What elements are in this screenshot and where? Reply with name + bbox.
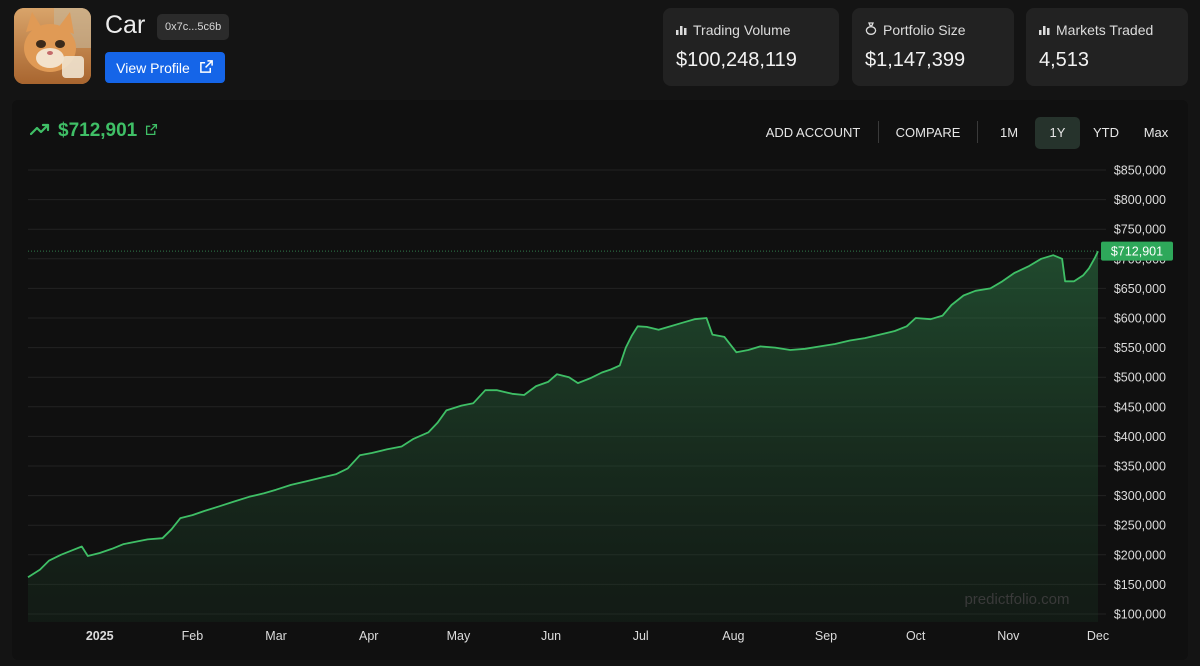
stat-card-portfolio-size: Portfolio Size $1,147,399	[852, 8, 1014, 86]
stat-value: $1,147,399	[865, 49, 966, 71]
x-tick-label: Jul	[633, 629, 649, 643]
x-tick-label: Nov	[997, 629, 1020, 643]
stat-value: $100,248,119	[676, 49, 797, 71]
portfolio-value: $712,901	[29, 120, 158, 142]
y-tick-label: $250,000	[1114, 519, 1166, 533]
y-tick-label: $750,000	[1114, 223, 1166, 237]
range-1m-button[interactable]: 1M	[999, 125, 1019, 140]
stat-value: 4,513	[1039, 49, 1090, 71]
external-link-icon	[199, 59, 214, 77]
x-tick-label: Oct	[906, 629, 926, 643]
x-tick-label: Sep	[815, 629, 837, 643]
y-tick-label: $600,000	[1114, 312, 1166, 326]
y-tick-label: $200,000	[1114, 548, 1166, 562]
stat-card-trading-volume: Trading Volume $100,248,119	[663, 8, 839, 86]
portfolio-value-text: $712,901	[58, 120, 138, 141]
view-profile-button[interactable]: View Profile	[105, 52, 225, 83]
y-tick-label: $450,000	[1114, 400, 1166, 414]
range-1y-button[interactable]: 1Y	[1035, 117, 1080, 149]
y-tick-label: $100,000	[1114, 608, 1166, 622]
y-tick-label: $800,000	[1114, 193, 1166, 207]
y-tick-label: $350,000	[1114, 460, 1166, 474]
stat-label: Trading Volume	[693, 22, 791, 38]
money-bag-icon	[865, 22, 877, 38]
portfolio-area-fill	[28, 251, 1098, 622]
y-tick-label: $550,000	[1114, 341, 1166, 355]
bar-chart-icon	[676, 22, 687, 38]
watermark: predictfolio.com	[964, 591, 1069, 608]
y-tick-label: $650,000	[1114, 282, 1166, 296]
last-value-badge	[1101, 241, 1173, 261]
x-tick-label: Feb	[182, 629, 204, 643]
last-value-badge-label: $712,901	[1111, 245, 1163, 259]
profile-name: Car	[105, 11, 146, 39]
x-tick-label: Apr	[359, 629, 378, 643]
x-tick-label: May	[447, 629, 471, 643]
stat-label: Portfolio Size	[883, 22, 966, 38]
x-tick-label: Dec	[1087, 629, 1109, 643]
bar-chart-icon	[1039, 22, 1050, 38]
range-ytd-button[interactable]: YTD	[1093, 125, 1119, 140]
add-account-button[interactable]: ADD ACCOUNT	[765, 125, 861, 140]
compare-button[interactable]: COMPARE	[895, 125, 961, 140]
y-tick-label: $150,000	[1114, 578, 1166, 592]
stat-card-markets-traded: Markets Traded 4,513	[1026, 8, 1188, 86]
x-tick-label: Mar	[265, 629, 287, 643]
y-tick-label: $400,000	[1114, 430, 1166, 444]
toolbar-divider	[878, 121, 879, 143]
avatar[interactable]	[14, 8, 91, 84]
x-tick-label: Aug	[722, 629, 744, 643]
view-profile-label: View Profile	[116, 59, 190, 76]
y-tick-label: $300,000	[1114, 489, 1166, 503]
range-max-button[interactable]: Max	[1143, 125, 1169, 140]
y-tick-label: $500,000	[1114, 371, 1166, 385]
external-link-icon[interactable]	[145, 120, 158, 142]
x-tick-label: Jun	[541, 629, 561, 643]
portfolio-series-line	[27, 250, 1099, 579]
wallet-address-badge[interactable]: 0x7c...5c6b	[157, 14, 230, 40]
y-tick-label: $850,000	[1114, 164, 1166, 178]
trending-up-icon	[29, 120, 50, 142]
stat-label: Markets Traded	[1056, 22, 1154, 38]
x-tick-label: 2025	[86, 629, 114, 643]
toolbar-divider	[977, 121, 978, 143]
